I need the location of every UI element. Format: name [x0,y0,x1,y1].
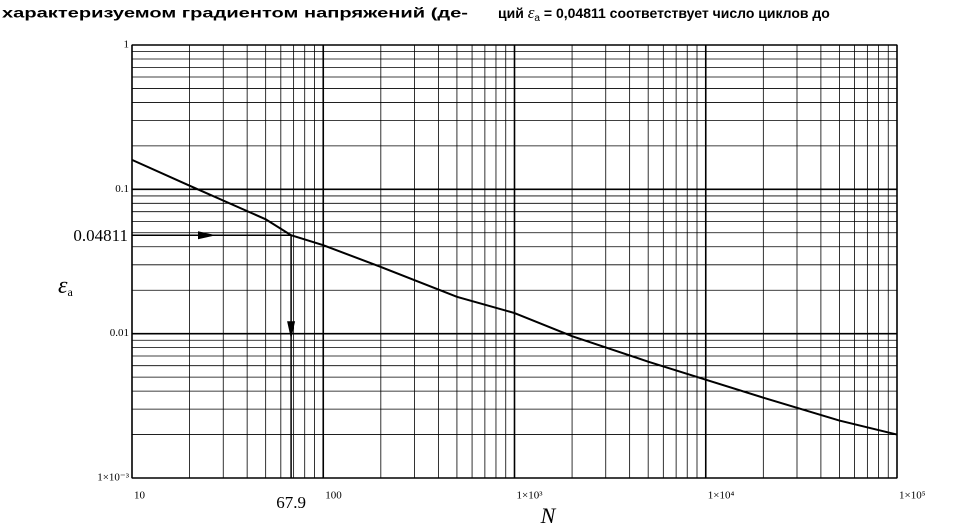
header-symbol: ε [528,3,535,22]
arrow-head [287,321,296,340]
x-tick-label: 100 [325,490,342,502]
x-tick-label: 1×10⁵ [899,490,926,502]
arrow-head [198,231,216,240]
x-tick-label: 1×10⁴ [708,490,735,502]
header-text: = 0,04811 соответствует число циклов до [540,5,830,21]
plot-frame [131,44,898,479]
x-axis-label: N [540,503,557,528]
y-tick-label: 0.1 [115,183,129,195]
y-tick-label: 1×10⁻³ [97,472,130,484]
y-tick-label: 0.01 [110,327,129,339]
header-text: ций [498,5,528,21]
curve [131,158,898,436]
x-tick-label: 1×10³ [517,490,544,502]
x-tick-label: 10 [134,490,146,502]
y-axis-subscript: а [67,285,73,299]
y-axis-symbol: ε [58,273,68,299]
y-axis-label: εа [58,273,73,299]
header-right: ций εа = 0,04811 соответствует число цик… [498,3,830,24]
header-subscript: а [534,13,540,24]
header-left: характеризуемом градиентом напряжений (д… [2,5,468,21]
y-tick-label: 1 [124,39,130,51]
marker-x-label: 67.9 [276,493,306,512]
marker-y-label: 0.04811 [73,226,128,245]
